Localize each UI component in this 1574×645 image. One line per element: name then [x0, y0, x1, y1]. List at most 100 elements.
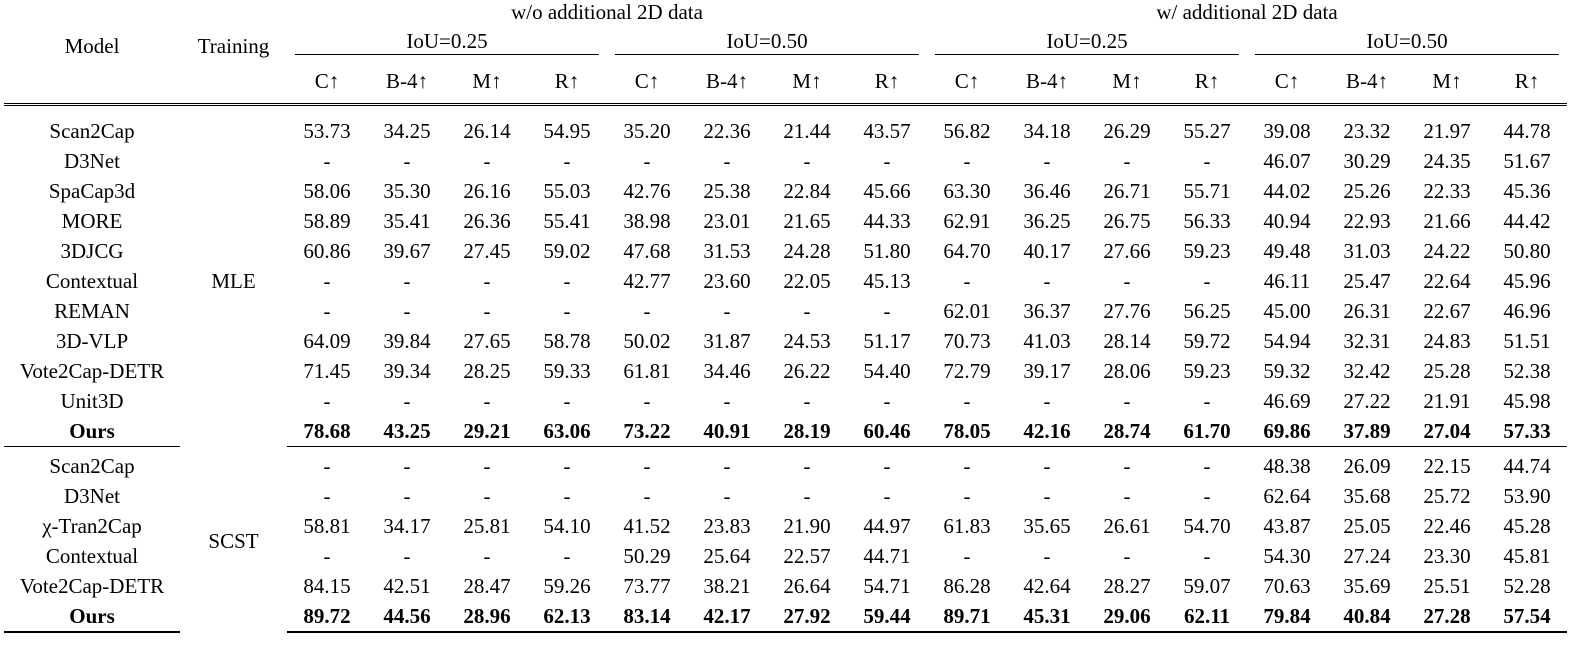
metric-value-cell: 28.96 — [447, 601, 527, 633]
metric-value-cell: 54.10 — [543, 513, 591, 538]
metric-value-cell: 36.46 — [1023, 178, 1071, 203]
metric-value-cell: 62.11 — [1167, 601, 1247, 633]
metric-value-cell: - — [563, 543, 571, 568]
table-body: Scan2Cap MLE 53.73 34.25 26.14 54.95 35.20 22.3… — [4, 105, 1567, 633]
metric-value-cell: 42.64 — [1023, 573, 1071, 598]
metric-value-cell: 34.18 — [1023, 118, 1071, 143]
metric-value-cell: - — [403, 483, 411, 508]
metric-value-cell: - — [803, 483, 811, 508]
header-iou25-without-2d: IoU=0.25 — [295, 29, 599, 55]
metric-value-cell: 44.02 — [1263, 178, 1311, 203]
metric-value-cell: 24.35 — [1423, 148, 1471, 173]
table-row: Vote2Cap-DETR 71.45 39.34 28.25 59.33 61.81 34… — [4, 356, 1567, 386]
model-name-cell: Scan2Cap — [49, 453, 135, 478]
metric-value-cell: 25.05 — [1343, 513, 1391, 538]
header-iou50-without-2d: IoU=0.50 — [615, 29, 919, 55]
metric-value-cell: 26.64 — [783, 573, 831, 598]
metric-value-cell: 58.89 — [303, 208, 351, 233]
metric-value-cell: - — [963, 543, 971, 568]
header-metric: B-4↑ — [687, 59, 767, 106]
metric-value-cell: 27.92 — [767, 601, 847, 633]
metric-value-cell: - — [803, 298, 811, 323]
table-row: MORE 58.89 35.41 26.36 55.41 38.98 23.01 21.65 4… — [4, 206, 1567, 236]
metric-value-cell: 69.86 — [1247, 416, 1327, 447]
metric-value-cell: 44.42 — [1503, 208, 1551, 233]
metric-value-cell: 22.05 — [783, 268, 831, 293]
metric-value-cell: 64.09 — [303, 328, 351, 353]
header-metric: M↑ — [767, 59, 847, 106]
metric-value-cell: - — [1203, 483, 1211, 508]
header-iou25-with-2d: IoU=0.25 — [935, 29, 1239, 55]
metric-value-cell: 31.53 — [703, 238, 751, 263]
metric-value-cell: 36.25 — [1023, 208, 1071, 233]
metric-value-cell: 44.78 — [1503, 118, 1551, 143]
metric-value-cell: 45.66 — [863, 178, 911, 203]
metric-value-cell: 70.63 — [1263, 573, 1311, 598]
metric-value-cell: 57.54 — [1487, 601, 1567, 633]
metric-value-cell: 44.97 — [863, 513, 911, 538]
metric-value-cell: 58.06 — [303, 178, 351, 203]
header-metric: C↑ — [607, 59, 687, 106]
metric-value-cell: 39.34 — [383, 358, 431, 383]
metric-value-cell: 62.01 — [943, 298, 991, 323]
model-name-cell: Vote2Cap-DETR — [19, 358, 165, 383]
metric-value-cell: 55.41 — [543, 208, 591, 233]
metric-value-cell: 53.90 — [1503, 483, 1551, 508]
metric-value-cell: 40.91 — [687, 416, 767, 447]
metric-value-cell: 56.25 — [1183, 298, 1231, 323]
header-metric: B-4↑ — [1007, 59, 1087, 106]
metric-value-cell: - — [1043, 148, 1051, 173]
metric-value-cell: 52.28 — [1503, 573, 1551, 598]
metric-value-cell: 28.74 — [1087, 416, 1167, 447]
metric-value-cell: 48.38 — [1263, 453, 1311, 478]
metric-value-cell: - — [883, 148, 891, 173]
metric-value-cell: 22.36 — [703, 118, 751, 143]
metric-value-cell: 21.44 — [783, 118, 831, 143]
metric-value-cell: 47.68 — [623, 238, 671, 263]
metric-value-cell: 58.81 — [303, 513, 351, 538]
metric-value-cell: - — [483, 148, 491, 173]
model-name-cell: Vote2Cap-DETR — [19, 573, 165, 598]
metric-value-cell: 26.14 — [463, 118, 511, 143]
metric-value-cell: 60.86 — [303, 238, 351, 263]
metric-value-cell: 57.33 — [1487, 416, 1567, 447]
metric-value-cell: - — [963, 388, 971, 413]
metric-value-cell: 78.68 — [287, 416, 367, 447]
metric-value-cell: 70.73 — [943, 328, 991, 353]
metric-value-cell: 25.81 — [463, 513, 511, 538]
header-metric: C↑ — [287, 59, 367, 106]
metric-value-cell: - — [723, 298, 731, 323]
table-row: SpaCap3d 58.06 35.30 26.16 55.03 42.76 25.38 22… — [4, 176, 1567, 206]
metric-value-cell: - — [563, 483, 571, 508]
metric-value-cell: - — [1203, 388, 1211, 413]
metric-value-cell: 29.06 — [1087, 601, 1167, 633]
metric-value-cell: - — [483, 268, 491, 293]
metric-value-cell: - — [1123, 483, 1131, 508]
metric-value-cell: - — [563, 298, 571, 323]
metric-value-cell: 22.64 — [1423, 268, 1471, 293]
table-row: D3Net - - - - - - - - - - - - 62.64 35.68 25.72 53.90 — [4, 481, 1567, 511]
metric-value-cell: 39.08 — [1263, 118, 1311, 143]
metric-value-cell: 35.41 — [383, 208, 431, 233]
metric-value-cell: 26.36 — [463, 208, 511, 233]
table-header: Model Training w/o additional 2D data w/… — [4, 0, 1567, 106]
metric-value-cell: - — [1203, 543, 1211, 568]
metric-value-cell: - — [563, 388, 571, 413]
metric-value-cell: 63.30 — [943, 178, 991, 203]
metric-value-cell: 78.05 — [927, 416, 1007, 447]
metric-value-cell: 79.84 — [1247, 601, 1327, 633]
header-metric: C↑ — [927, 59, 1007, 106]
metric-value-cell: 38.98 — [623, 208, 671, 233]
metric-value-cell: 25.51 — [1423, 573, 1471, 598]
metric-value-cell: - — [1043, 543, 1051, 568]
metric-value-cell: - — [883, 453, 891, 478]
metric-value-cell: 61.70 — [1167, 416, 1247, 447]
metric-value-cell: 45.98 — [1503, 388, 1551, 413]
header-training: Training — [197, 34, 270, 58]
metric-value-cell: 61.81 — [623, 358, 671, 383]
metric-value-cell: 27.45 — [463, 238, 511, 263]
metric-value-cell: - — [1043, 388, 1051, 413]
table-row: χ-Tran2Cap 58.81 34.17 25.81 54.10 41.52 23.83… — [4, 511, 1567, 541]
header-row-groups: Model Training w/o additional 2D data w/… — [4, 0, 1567, 58]
model-name-cell: REMAN — [54, 298, 130, 323]
